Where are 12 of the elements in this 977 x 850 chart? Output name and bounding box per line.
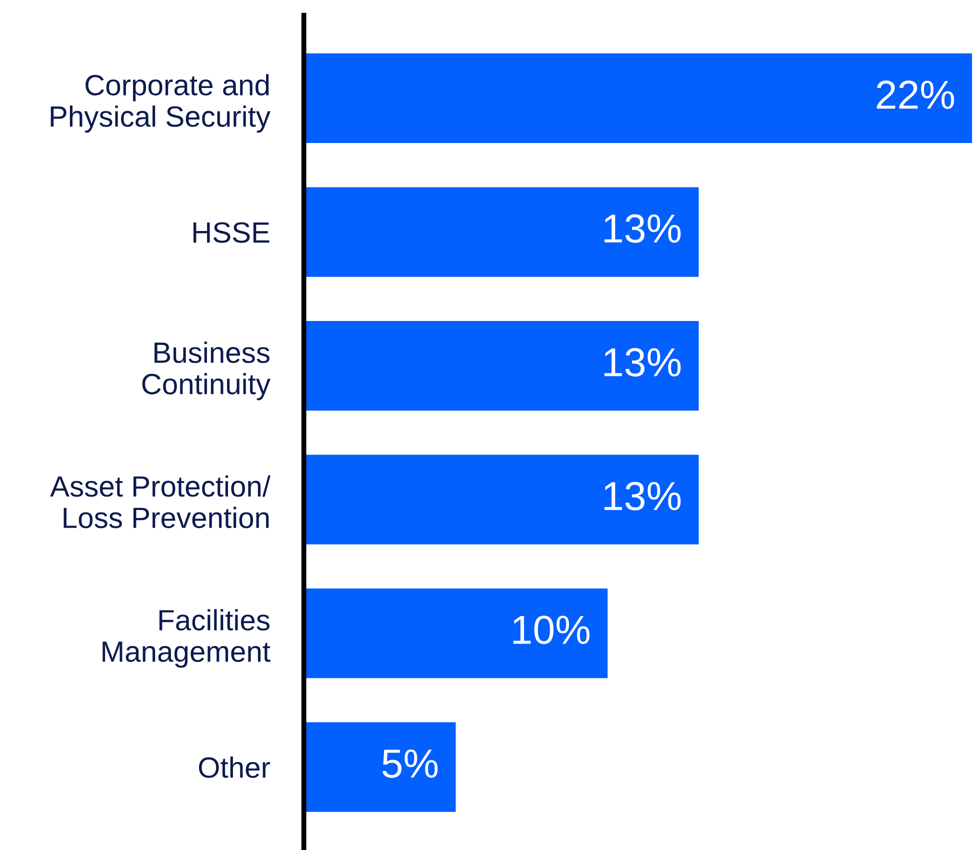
data-label: 22% [876, 80, 954, 109]
y-tick-label: Asset Protection/ Loss Prevention [50, 475, 271, 528]
y-tick-label: Facilities Management [102, 609, 270, 668]
y-tick-label: Business Continuity [142, 342, 270, 400]
data-label: 13% [604, 214, 681, 243]
data-label: 13% [604, 348, 681, 377]
y-tick-label: HSSE [193, 222, 270, 243]
y-tick-label: Other [198, 756, 270, 778]
data-label: 10% [513, 616, 590, 644]
data-label: 13% [604, 482, 681, 510]
y-tick-label: Corporate and Physical Security [50, 74, 270, 133]
data-label: 5% [382, 750, 438, 778]
